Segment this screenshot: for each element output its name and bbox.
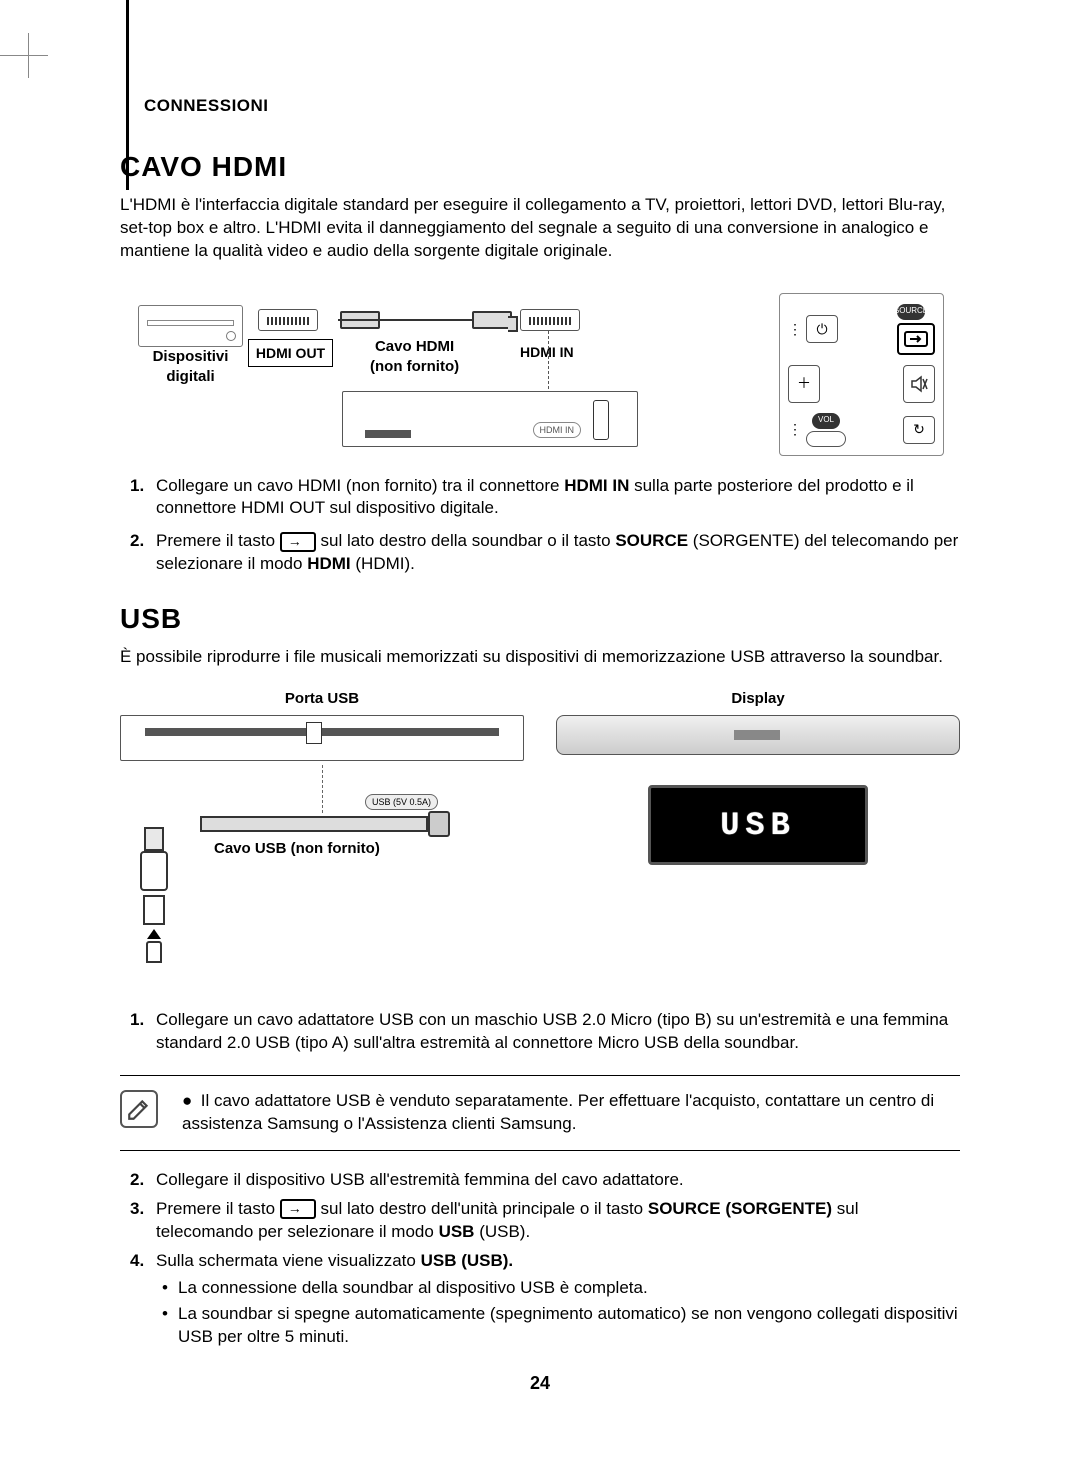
- crop-mark-v: [28, 33, 29, 78]
- hdmi-in-port-icon: [520, 309, 580, 331]
- hdmi-step2-d: (HDMI).: [351, 554, 415, 573]
- usb-cable-icon: USB (5V 0.5A): [200, 809, 450, 839]
- volume-plus-icon: ＋: [788, 365, 820, 403]
- label-hdmi-cable: Cavo HDMI (non fornito): [370, 337, 459, 378]
- label-porta-usb: Porta USB: [120, 689, 524, 709]
- usb-step3-bold1: SOURCE (SORGENTE): [648, 1199, 832, 1218]
- label-display: Display: [556, 689, 960, 709]
- label-hdmi-cable-sub: (non fornito): [370, 358, 459, 375]
- hdmi-step1-bold: HDMI IN: [564, 476, 629, 495]
- hdmi-steps: 1. Collegare un cavo HDMI (non fornito) …: [120, 475, 960, 577]
- source-inline-icon-2: [280, 1199, 316, 1219]
- usb-steps-cont: 2. Collegare il dispositivo USB all'estr…: [120, 1169, 960, 1350]
- remote-source-label: SOURCE: [897, 304, 925, 320]
- label-hdmi-in: HDMI IN: [520, 343, 574, 362]
- usb-drive-icon: [140, 827, 168, 955]
- usb-step-4: 4. Sulla schermata viene visualizzato US…: [120, 1250, 960, 1350]
- usb-step4-bold: USB (USB).: [421, 1251, 514, 1270]
- usb-step2-text: Collegare il dispositivo USB all'estremi…: [156, 1170, 684, 1189]
- usb-step1-text: Collegare un cavo adattatore USB con un …: [156, 1010, 948, 1052]
- page-number: 24: [120, 1371, 960, 1395]
- source-inline-icon: [280, 532, 316, 552]
- source-button-icon: [897, 323, 935, 355]
- power-icon: ⏻: [806, 315, 838, 343]
- usb-steps: 1. Collegare un cavo adattatore USB con …: [120, 1009, 960, 1055]
- label-hdmi-cable-main: Cavo HDMI: [375, 338, 454, 355]
- soundbar-rear-icon: HDMI IN: [342, 391, 638, 447]
- hdmi-plug-right-icon: [472, 311, 512, 329]
- usb-bullet-1: La connessione della soundbar al disposi…: [156, 1277, 960, 1300]
- hdmi-diagram: Dispositivi digitali HDMI OUT Cavo HDMI …: [120, 283, 960, 453]
- note-text: ● Il cavo adattatore USB è venduto separ…: [182, 1090, 954, 1136]
- hdmi-step2-b: sul lato destro della soundbar o il tast…: [316, 531, 616, 550]
- digital-device-icon: [138, 305, 243, 347]
- remote-vol-label: VOL: [812, 413, 840, 429]
- usb-step4-a: Sulla schermata viene visualizzato: [156, 1251, 421, 1270]
- usb-step3-a: Premere il tasto: [156, 1199, 280, 1218]
- note-pencil-icon: [120, 1090, 158, 1128]
- usb-heading: USB: [120, 600, 960, 638]
- usb-step4-bullets: La connessione della soundbar al disposi…: [156, 1277, 960, 1350]
- repeat-icon: ↻: [903, 416, 935, 444]
- hdmi-intro: L'HDMI è l'interfaccia digitale standard…: [120, 194, 960, 263]
- soundbar-front-icon: [556, 715, 960, 755]
- usb-step-3: 3. Premere il tasto sul lato destro dell…: [120, 1198, 960, 1244]
- usb-diagram: Porta USB USB (5V 0.5A) Cavo USB (non fo…: [120, 689, 960, 969]
- hdmi-step-2: 2. Premere il tasto sul lato destro dell…: [120, 530, 960, 576]
- volume-pill-icon: [806, 431, 846, 447]
- hdmi-heading: CAVO HDMI: [120, 148, 960, 186]
- usb-connector-line: [322, 765, 324, 813]
- connector-line-icon: [548, 331, 550, 399]
- note-box: ● Il cavo adattatore USB è venduto separ…: [120, 1075, 960, 1151]
- soundbar-port-label: HDMI IN: [533, 422, 582, 438]
- label-digital-device: Dispositivi digitali: [138, 347, 243, 388]
- left-margin-rule: [126, 0, 129, 190]
- usb-bullet-2: La soundbar si spegne automaticamente (s…: [156, 1303, 960, 1349]
- section-label: CONNESSIONI: [144, 95, 960, 118]
- hdmi-step1-a: Collegare un cavo HDMI (non fornito) tra…: [156, 476, 564, 495]
- label-usb-cable: Cavo USB (non fornito): [214, 839, 380, 859]
- hdmi-step2-bold2: HDMI: [307, 554, 350, 573]
- hdmi-step-1: 1. Collegare un cavo HDMI (non fornito) …: [120, 475, 960, 521]
- hdmi-step2-bold1: SOURCE: [615, 531, 688, 550]
- usb-step-1: 1. Collegare un cavo adattatore USB con …: [120, 1009, 960, 1055]
- mute-icon: [903, 365, 935, 403]
- usb-step3-d: (USB).: [474, 1222, 530, 1241]
- hdmi-out-port-icon: [258, 309, 318, 331]
- label-hdmi-out: HDMI OUT: [248, 339, 333, 368]
- usb-step3-b: sul lato destro dell'unità principale o …: [316, 1199, 648, 1218]
- hdmi-step2-a: Premere il tasto: [156, 531, 280, 550]
- soundbar-top-icon: [120, 715, 524, 761]
- usb-intro: È possibile riprodurre i file musicali m…: [120, 646, 960, 669]
- crop-mark-h: [0, 55, 48, 56]
- usb-step-2: 2. Collegare il dispositivo USB all'estr…: [120, 1169, 960, 1192]
- usb-screen-text: USB: [720, 804, 796, 847]
- note-content: Il cavo adattatore USB è venduto separat…: [182, 1091, 934, 1133]
- usb-port-tag: USB (5V 0.5A): [365, 794, 438, 810]
- usb-step3-bold2: USB: [439, 1222, 475, 1241]
- remote-panel-icon: ⋮ ⏻ SOURCE ＋ ⋮: [779, 293, 944, 456]
- usb-display-screen: USB: [648, 785, 868, 865]
